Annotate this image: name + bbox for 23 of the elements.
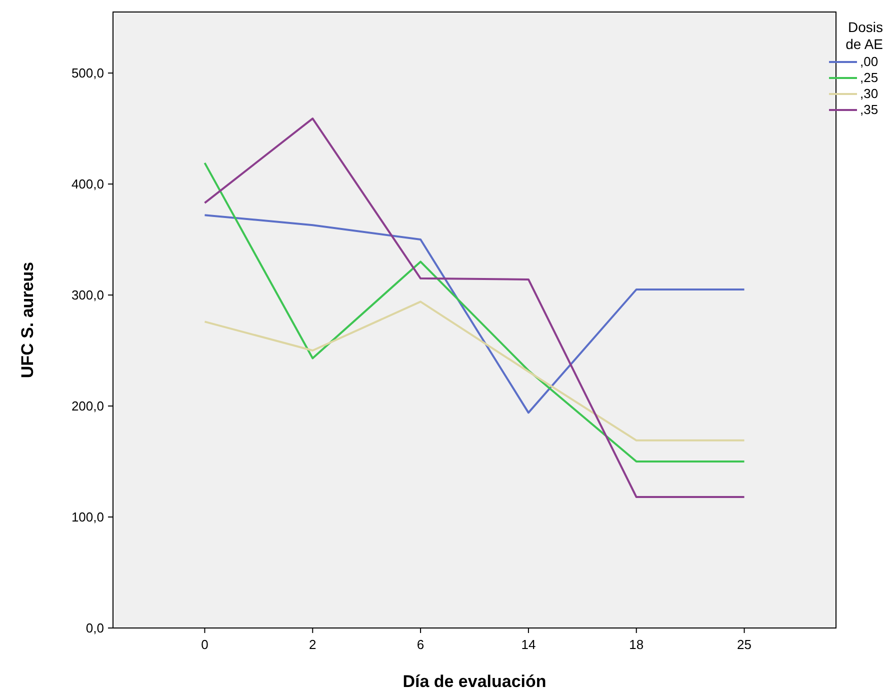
legend-title: Dosis de AE xyxy=(846,19,883,52)
legend-label: ,35 xyxy=(860,102,878,117)
line-series xyxy=(204,162,746,463)
y-axis-title: UFC S. aureus xyxy=(18,262,37,378)
y-tick-label: 500,0 xyxy=(71,66,104,81)
y-tick-label: 400,0 xyxy=(71,176,104,192)
x-tick-label: 6 xyxy=(416,637,424,652)
legend-label: ,30 xyxy=(860,86,878,101)
y-tick-label: 200,0 xyxy=(71,398,104,414)
y-tick-label: 300,0 xyxy=(71,288,104,303)
x-tick-label: 18 xyxy=(629,637,644,652)
x-tick-label: 14 xyxy=(521,637,536,652)
x-tick-label: 2 xyxy=(309,637,316,652)
x-tick-label: 0 xyxy=(201,637,208,652)
x-tick-label: 25 xyxy=(737,637,752,652)
line-series xyxy=(204,214,746,414)
y-tick-label: 100,0 xyxy=(71,510,104,525)
legend-label: ,00 xyxy=(860,54,878,69)
x-axis-title: Día de evaluación xyxy=(402,672,546,691)
line-series xyxy=(204,300,746,442)
line-series xyxy=(204,118,746,498)
legend-label: ,25 xyxy=(860,70,878,85)
y-tick-label: 0,0 xyxy=(86,620,104,636)
